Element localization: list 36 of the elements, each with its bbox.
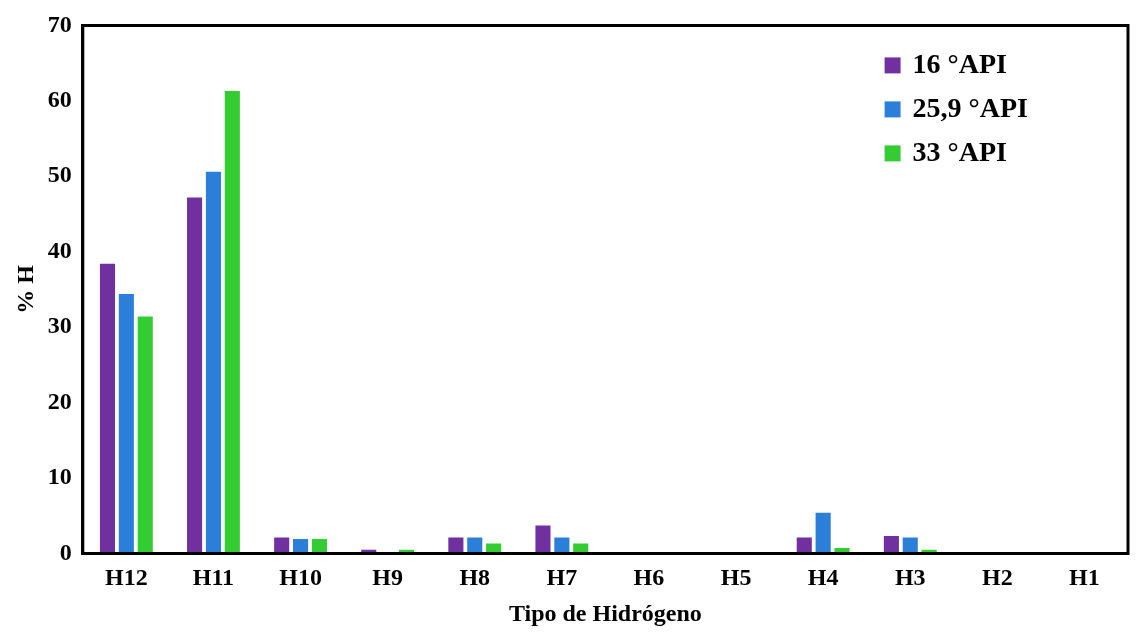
x-tick-label: H7 xyxy=(546,564,578,590)
bar xyxy=(883,536,899,554)
bar xyxy=(815,512,831,554)
x-axis-title: Tipo de Hidrógeno xyxy=(508,599,702,626)
bar xyxy=(205,171,221,554)
x-tick-label: H5 xyxy=(720,564,752,590)
x-tick-label: H10 xyxy=(279,564,322,590)
y-tick-label: 50 xyxy=(47,161,72,188)
bar xyxy=(187,197,203,554)
bar xyxy=(99,263,116,554)
legend-label: 33 °API xyxy=(912,135,1007,167)
legend-label: 25,9 °API xyxy=(912,91,1028,123)
y-tick-label: 30 xyxy=(47,312,72,339)
bar xyxy=(118,293,134,554)
y-tick-label: 70 xyxy=(47,10,72,37)
y-tick-label: 20 xyxy=(47,387,72,414)
x-tick-label: H2 xyxy=(982,564,1013,590)
y-tick-label: 0 xyxy=(59,538,72,565)
bar xyxy=(137,316,153,554)
x-tick-label: H8 xyxy=(459,564,491,590)
y-tick-label: 60 xyxy=(47,86,72,113)
x-tick-label: H12 xyxy=(105,564,148,590)
x-tick-label: H6 xyxy=(633,564,665,590)
bar xyxy=(224,91,240,554)
x-tick-label: H1 xyxy=(1069,564,1100,590)
y-axis-title: % H xyxy=(11,264,38,314)
y-tick-label: 40 xyxy=(47,236,72,263)
bar xyxy=(311,539,327,554)
legend-label: 16 °API xyxy=(912,47,1007,79)
x-tick-label: H9 xyxy=(372,564,403,590)
bar xyxy=(293,539,309,554)
y-tick-label: 10 xyxy=(47,463,72,490)
x-tick-label: H11 xyxy=(192,564,235,590)
x-tick-label: H4 xyxy=(807,564,839,590)
bar xyxy=(535,525,551,554)
x-tick-label: H3 xyxy=(894,564,926,590)
